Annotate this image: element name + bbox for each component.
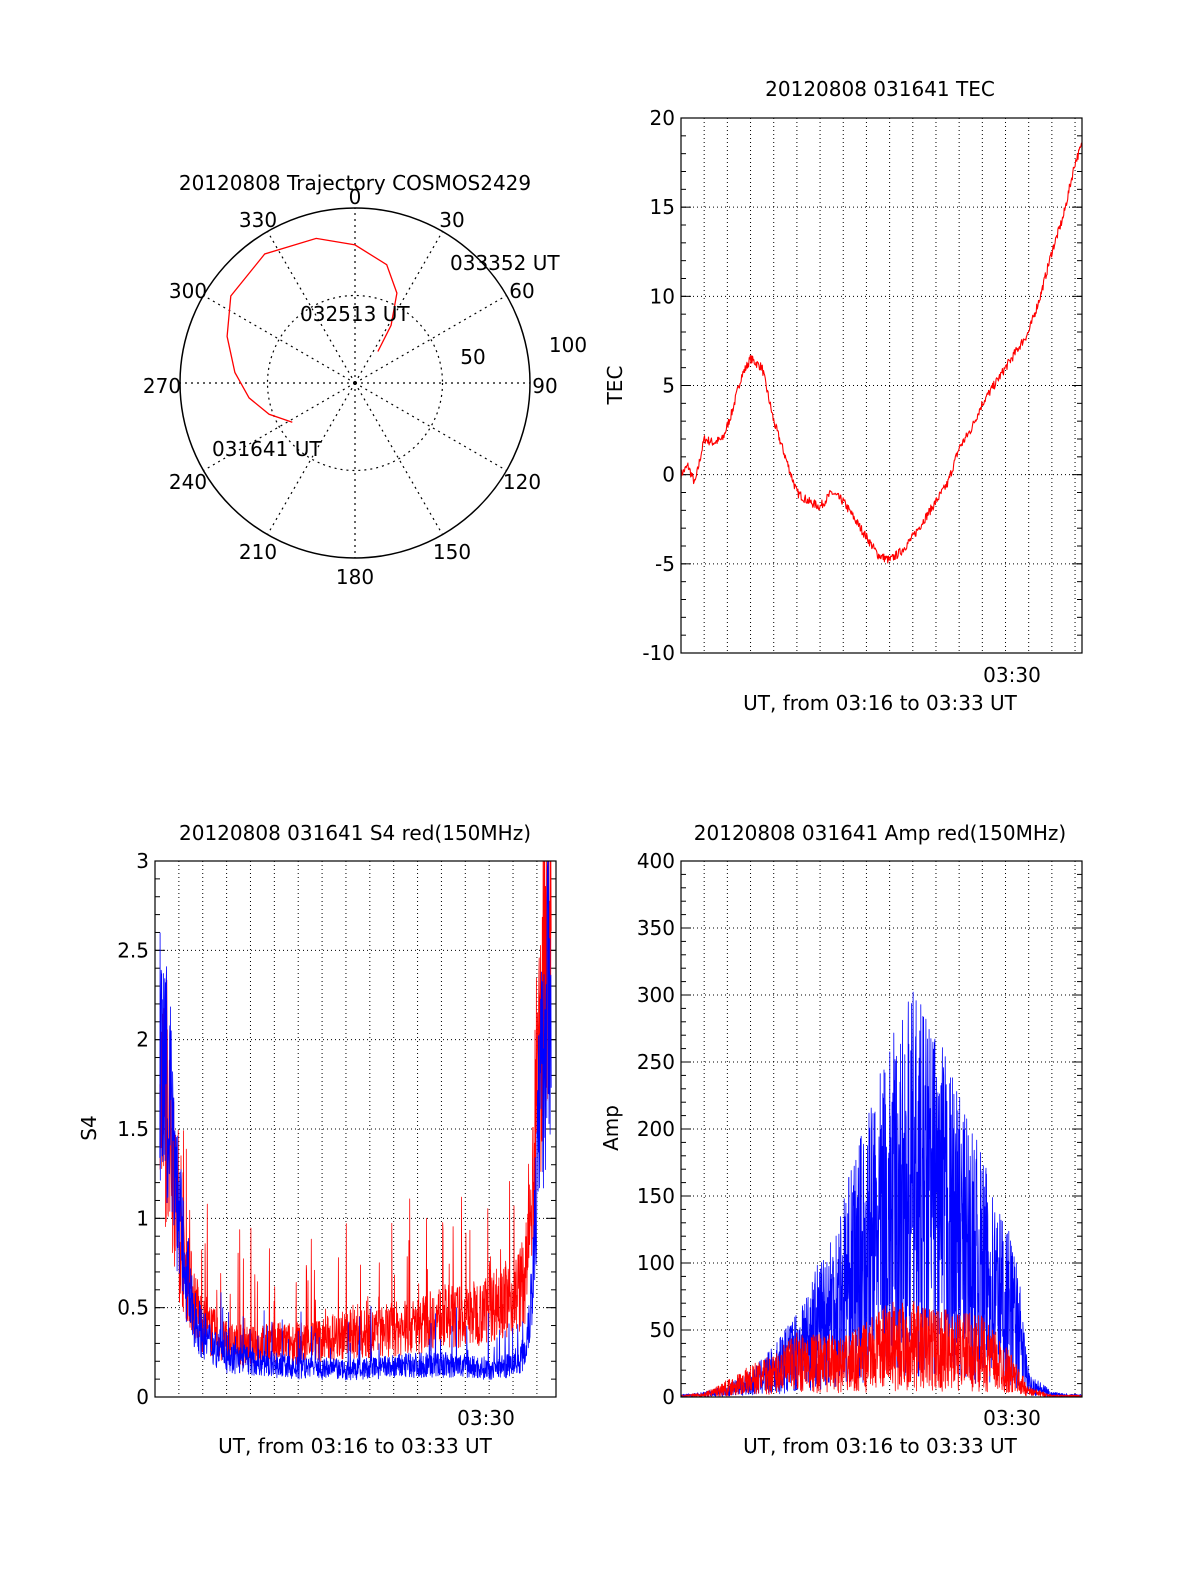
y-tick-label: 10 (650, 284, 675, 308)
amp-axes-frame (680, 860, 1083, 1398)
amp-ylabel: Amp (599, 1105, 623, 1151)
polar-spoke (354, 382, 507, 472)
azimuth-label: 90 (532, 374, 557, 398)
polar-spoke (203, 294, 356, 384)
azimuth-label: 30 (439, 208, 464, 232)
y-tick-label: 1 (136, 1206, 149, 1230)
y-tick-label: -5 (655, 552, 675, 576)
trajectory-line (226, 237, 398, 423)
s4-y-ticks: 0 0.5 1 1.5 2 2.5 3 (117, 849, 149, 1409)
annotation-start-time: 031641 UT (212, 437, 322, 461)
azimuth-label: 330 (239, 208, 277, 232)
y-tick-label: 150 (637, 1184, 675, 1208)
y-tick-label: 2.5 (117, 938, 149, 962)
y-tick-label: 300 (637, 983, 675, 1007)
s4-xlabel: UT, from 03:16 to 03:33 UT (218, 1434, 493, 1458)
azimuth-label: 0 (349, 185, 362, 209)
polar-spoke (203, 382, 356, 472)
y-tick-label: -10 (642, 641, 675, 665)
tec-grid (681, 117, 1082, 654)
y-tick-label: 0 (136, 1385, 149, 1409)
y-tick-label: 350 (637, 916, 675, 940)
amp-title: 20120808 031641 Amp red(150MHz) (694, 821, 1066, 845)
series-line-0 (159, 860, 552, 1367)
tec-title: 20120808 031641 TEC (765, 77, 995, 101)
series-line-1 (680, 1301, 1083, 1398)
y-tick-label: 15 (650, 195, 675, 219)
tec-x-tick-0330: 03:30 (983, 663, 1041, 687)
polar-spoke (354, 231, 444, 384)
azimuth-label: 210 (239, 540, 277, 564)
series-line-0 (680, 142, 1083, 564)
polar-spoke (266, 382, 356, 535)
azimuth-label: 180 (336, 565, 374, 589)
amp-series (680, 991, 1083, 1398)
annotation-mid-time: 032513 UT (300, 302, 410, 326)
amp-x-tick-0330: 03:30 (983, 1406, 1041, 1430)
y-tick-label: 2 (136, 1028, 149, 1052)
y-tick-label: 250 (637, 1050, 675, 1074)
azimuth-label: 300 (169, 279, 207, 303)
s4-title: 20120808 031641 S4 red(150MHz) (179, 821, 531, 845)
polar-labels: 0 30 60 90 120 150 180 210 240 270 300 330 50 100 (143, 185, 587, 589)
y-tick-label: 400 (637, 849, 675, 873)
annotation-end-time: 033352 UT (450, 251, 560, 275)
y-tick-label: 0.5 (117, 1296, 149, 1320)
azimuth-label: 240 (169, 470, 207, 494)
polar-grid (179, 207, 531, 559)
trajectory-title: 20120808 Trajectory COSMOS2429 (179, 171, 531, 195)
y-tick-label: 200 (637, 1117, 675, 1141)
y-tick-label: 20 (650, 106, 675, 130)
azimuth-label: 150 (433, 540, 471, 564)
y-tick-label: 1.5 (117, 1117, 149, 1141)
polar-spoke (354, 294, 507, 384)
azimuth-label: 120 (503, 470, 541, 494)
polar-inner-circle (266, 294, 444, 472)
s4-x-tick-0330: 03:30 (457, 1406, 515, 1430)
series-line-1 (159, 860, 552, 1381)
y-tick-label: 50 (650, 1318, 675, 1342)
elevation-label: 50 (460, 345, 485, 369)
amp-y-ticks: 0 50 100 150 200 250 300 350 400 (637, 849, 675, 1409)
amp-panel: 20120808 031641 Amp red(150MHz) Amp UT, … (599, 821, 1083, 1458)
y-tick-label: 5 (662, 374, 675, 398)
trajectory-panel: 20120808 Trajectory COSMOS2429 0 30 60 90 12… (143, 171, 587, 589)
polar-spoke (266, 231, 356, 384)
y-tick-label: 0 (662, 1385, 675, 1409)
tec-xlabel: UT, from 03:16 to 03:33 UT (743, 691, 1018, 715)
s4-grid (155, 860, 556, 1398)
trajectory-annotations: 033352 UT 032513 UT 031641 UT (212, 251, 560, 461)
series-line-0 (680, 991, 1083, 1398)
s4-series (159, 860, 552, 1381)
elevation-label: 100 (549, 333, 587, 357)
y-tick-label: 0 (662, 463, 675, 487)
tec-ylabel: TEC (603, 366, 627, 406)
tec-y-ticks: -10 -5 0 5 10 15 20 (642, 106, 675, 665)
tec-series (680, 142, 1083, 564)
s4-panel: 20120808 031641 S4 red(150MHz) S4 UT, fr… (77, 821, 557, 1458)
azimuth-label: 270 (143, 374, 181, 398)
polar-spoke (354, 382, 444, 535)
y-tick-label: 100 (637, 1251, 675, 1275)
tec-panel: 20120808 031641 TEC TEC UT, from 03:16 t… (603, 77, 1083, 715)
s4-ylabel: S4 (77, 1115, 101, 1140)
amp-xlabel: UT, from 03:16 to 03:33 UT (743, 1434, 1018, 1458)
tec-axes-frame (680, 117, 1083, 654)
s4-axes-frame (154, 860, 557, 1398)
y-tick-label: 3 (136, 849, 149, 873)
azimuth-label: 60 (509, 279, 534, 303)
trajectory-series (226, 237, 398, 423)
